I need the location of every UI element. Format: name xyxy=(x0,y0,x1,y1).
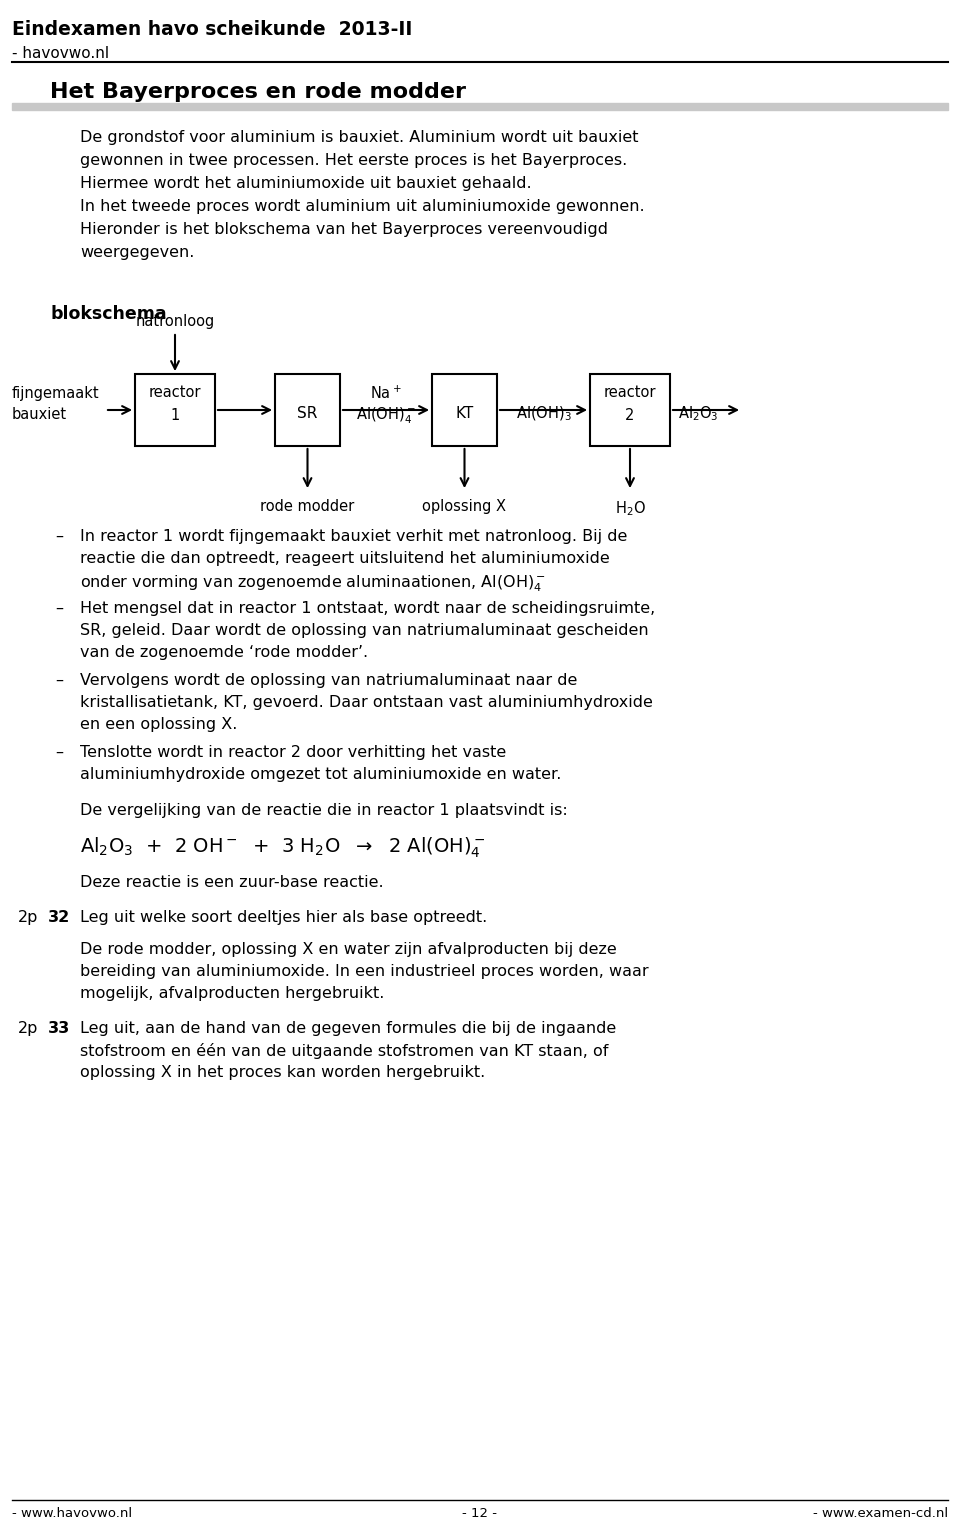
Text: Al(OH)$_3$: Al(OH)$_3$ xyxy=(516,404,571,424)
Text: - havovwo.nl: - havovwo.nl xyxy=(12,46,109,61)
Text: kristallisatietank, KT, gevoerd. Daar ontstaan vast aluminiumhydroxide: kristallisatietank, KT, gevoerd. Daar on… xyxy=(80,696,653,709)
Text: - www.examen-cd.nl: - www.examen-cd.nl xyxy=(813,1507,948,1519)
Text: Hiermee wordt het aluminiumoxide uit bauxiet gehaald.: Hiermee wordt het aluminiumoxide uit bau… xyxy=(80,176,532,191)
Text: 2p: 2p xyxy=(18,1021,38,1036)
Text: Eindexamen havo scheikunde  2013-II: Eindexamen havo scheikunde 2013-II xyxy=(12,20,413,39)
Text: Tenslotte wordt in reactor 2 door verhitting het vaste: Tenslotte wordt in reactor 2 door verhit… xyxy=(80,744,506,760)
Text: SR: SR xyxy=(298,407,318,421)
Text: 32: 32 xyxy=(48,910,70,925)
Text: van de zogenoemde ‘rode modder’.: van de zogenoemde ‘rode modder’. xyxy=(80,646,368,659)
Text: blokschema: blokschema xyxy=(50,305,167,324)
Bar xyxy=(275,374,340,447)
Text: Al$_2$O$_3$  +  2 OH$^-$  +  3 H$_2$O  $\rightarrow$  2 Al(OH)$_4^-$: Al$_2$O$_3$ + 2 OH$^-$ + 3 H$_2$O $\righ… xyxy=(80,835,486,860)
Text: weergegeven.: weergegeven. xyxy=(80,245,194,260)
Text: natronloog: natronloog xyxy=(135,314,215,330)
Text: De rode modder, oplossing X en water zijn afvalproducten bij deze: De rode modder, oplossing X en water zij… xyxy=(80,942,616,957)
Text: onder vorming van zogenoemde aluminaationen, Al(OH)$_4^-$: onder vorming van zogenoemde aluminaatio… xyxy=(80,573,546,594)
Text: fijngemaakt: fijngemaakt xyxy=(12,386,100,401)
Text: reactor: reactor xyxy=(149,384,202,399)
Text: aluminiumhydroxide omgezet tot aluminiumoxide en water.: aluminiumhydroxide omgezet tot aluminium… xyxy=(80,767,562,782)
Text: De grondstof voor aluminium is bauxiet. Aluminium wordt uit bauxiet: De grondstof voor aluminium is bauxiet. … xyxy=(80,131,638,144)
Text: oplossing X in het proces kan worden hergebruikt.: oplossing X in het proces kan worden her… xyxy=(80,1065,485,1080)
Text: reactie die dan optreedt, reageert uitsluitend het aluminiumoxide: reactie die dan optreedt, reageert uitsl… xyxy=(80,551,610,567)
Bar xyxy=(12,103,948,109)
Text: bauxiet: bauxiet xyxy=(12,407,67,422)
Text: en een oplossing X.: en een oplossing X. xyxy=(80,717,237,732)
Text: - 12 -: - 12 - xyxy=(463,1507,497,1519)
Text: –: – xyxy=(55,744,63,760)
Text: KT: KT xyxy=(455,407,473,421)
Text: De vergelijking van de reactie die in reactor 1 plaatsvindt is:: De vergelijking van de reactie die in re… xyxy=(80,804,567,819)
Text: 33: 33 xyxy=(48,1021,70,1036)
Text: gewonnen in twee processen. Het eerste proces is het Bayerproces.: gewonnen in twee processen. Het eerste p… xyxy=(80,153,627,169)
Text: Leg uit welke soort deeltjes hier als base optreedt.: Leg uit welke soort deeltjes hier als ba… xyxy=(80,910,488,925)
Text: H$_2$O: H$_2$O xyxy=(614,500,645,518)
Text: Leg uit, aan de hand van de gegeven formules die bij de ingaande: Leg uit, aan de hand van de gegeven form… xyxy=(80,1021,616,1036)
Text: –: – xyxy=(55,529,63,544)
Text: SR, geleid. Daar wordt de oplossing van natriumaluminaat gescheiden: SR, geleid. Daar wordt de oplossing van … xyxy=(80,623,649,638)
Text: bereiding van aluminiumoxide. In een industrieel proces worden, waar: bereiding van aluminiumoxide. In een ind… xyxy=(80,965,649,980)
Text: Al$_2$O$_3$: Al$_2$O$_3$ xyxy=(678,404,718,424)
Text: stofstroom en één van de uitgaande stofstromen van KT staan, of: stofstroom en één van de uitgaande stofs… xyxy=(80,1044,609,1059)
Text: In het tweede proces wordt aluminium uit aluminiumoxide gewonnen.: In het tweede proces wordt aluminium uit… xyxy=(80,199,644,214)
Text: Hieronder is het blokschema van het Bayerproces vereenvoudigd: Hieronder is het blokschema van het Baye… xyxy=(80,222,608,237)
Text: –: – xyxy=(55,673,63,688)
Text: –: – xyxy=(55,602,63,617)
Text: 1: 1 xyxy=(170,409,180,422)
Text: Na$^+$: Na$^+$ xyxy=(371,384,402,403)
Text: mogelijk, afvalproducten hergebruikt.: mogelijk, afvalproducten hergebruikt. xyxy=(80,986,384,1001)
Text: Al(OH)$_4^-$: Al(OH)$_4^-$ xyxy=(356,406,416,425)
Text: Het mengsel dat in reactor 1 ontstaat, wordt naar de scheidingsruimte,: Het mengsel dat in reactor 1 ontstaat, w… xyxy=(80,602,656,617)
Text: 2: 2 xyxy=(625,409,635,422)
Text: oplossing X: oplossing X xyxy=(422,500,507,513)
Text: Het Bayerproces en rode modder: Het Bayerproces en rode modder xyxy=(50,82,466,102)
Bar xyxy=(590,374,670,447)
Text: Deze reactie is een zuur-base reactie.: Deze reactie is een zuur-base reactie. xyxy=(80,875,384,890)
Text: 2p: 2p xyxy=(18,910,38,925)
Text: rode modder: rode modder xyxy=(260,500,354,513)
Text: - www.havovwo.nl: - www.havovwo.nl xyxy=(12,1507,132,1519)
Text: Vervolgens wordt de oplossing van natriumaluminaat naar de: Vervolgens wordt de oplossing van natriu… xyxy=(80,673,577,688)
Bar xyxy=(432,374,497,447)
Text: reactor: reactor xyxy=(604,384,657,399)
Bar xyxy=(135,374,215,447)
Text: In reactor 1 wordt fijngemaakt bauxiet verhit met natronloog. Bij de: In reactor 1 wordt fijngemaakt bauxiet v… xyxy=(80,529,628,544)
